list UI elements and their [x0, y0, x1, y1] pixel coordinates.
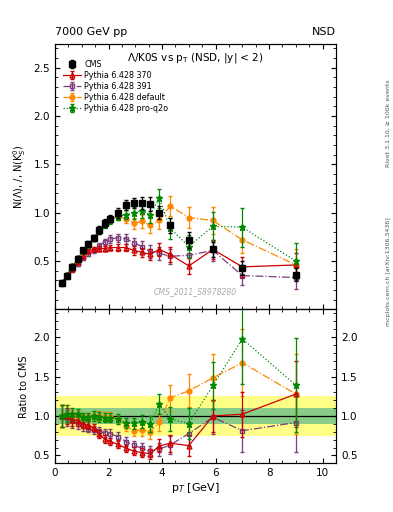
Y-axis label: N($\Lambda$), /, N(K$^{0}_{S}$): N($\Lambda$), /, N(K$^{0}_{S}$)	[11, 144, 28, 209]
Bar	[55, 396, 336, 436]
Text: Rivet 3.1.10, ≥ 100k events: Rivet 3.1.10, ≥ 100k events	[386, 79, 391, 167]
Text: mcplots.cern.ch [arXiv:1306.3436]: mcplots.cern.ch [arXiv:1306.3436]	[386, 217, 391, 326]
Text: 7000 GeV pp: 7000 GeV pp	[55, 27, 127, 37]
X-axis label: p$_{T}$ [GeV]: p$_{T}$ [GeV]	[171, 481, 220, 495]
Text: CMS_2011_S8978280: CMS_2011_S8978280	[154, 287, 237, 296]
Text: NSD: NSD	[312, 27, 336, 37]
Legend: CMS, Pythia 6.428 370, Pythia 6.428 391, Pythia 6.428 default, Pythia 6.428 pro-: CMS, Pythia 6.428 370, Pythia 6.428 391,…	[62, 58, 170, 115]
Bar	[55, 408, 336, 424]
Text: $\Lambda$/K0S vs p$_\mathrm{T}$ (NSD, |y| < 2): $\Lambda$/K0S vs p$_\mathrm{T}$ (NSD, |y…	[127, 52, 264, 66]
Y-axis label: Ratio to CMS: Ratio to CMS	[19, 355, 29, 418]
